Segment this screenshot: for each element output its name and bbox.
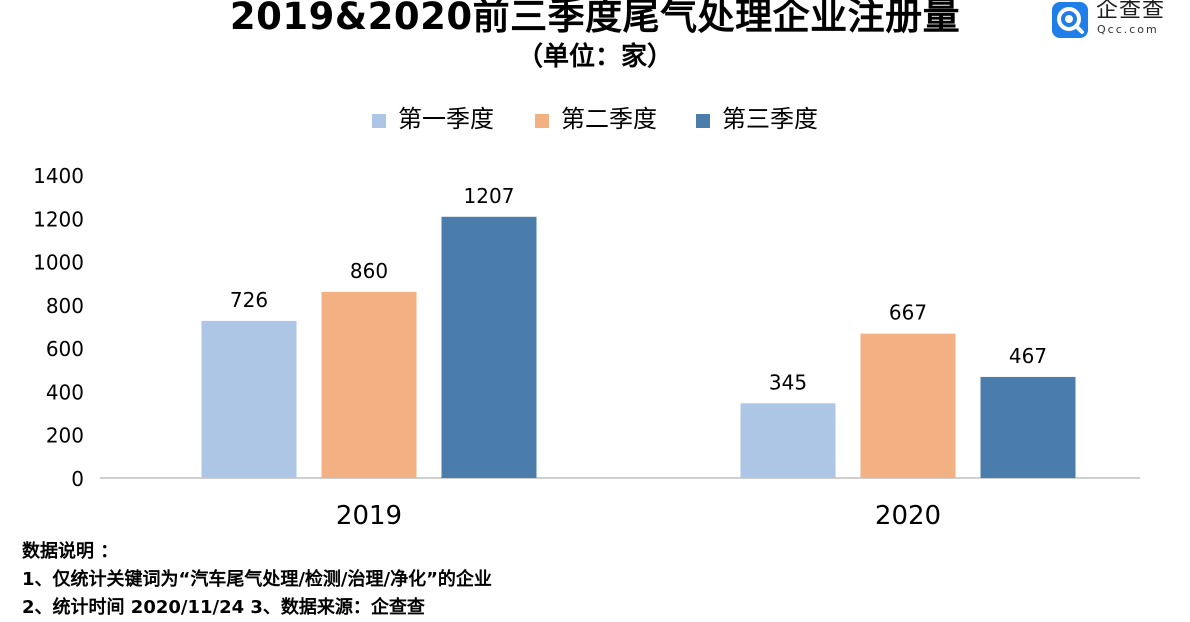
notes-line-1: 1、仅统计关键词为“汽车尾气处理/检测/治理/净化”的企业 [22, 569, 492, 590]
chart-subtitle: （单位：家） [516, 42, 673, 72]
qcc-logo: 企查查 Qcc.com [1052, 0, 1182, 40]
y-tick-label: 200 [46, 424, 84, 448]
bar [740, 403, 836, 478]
data-label: 726 [230, 288, 268, 312]
logo-domain: Qcc.com [1097, 23, 1159, 36]
y-tick-label: 0 [71, 467, 84, 491]
y-tick-label: 800 [46, 294, 84, 318]
legend-label-q3: 第三季度 [722, 105, 818, 133]
y-tick-label: 1400 [33, 164, 84, 188]
legend-label-q2: 第二季度 [561, 105, 657, 133]
legend-swatch-q1 [372, 114, 386, 128]
y-tick-label: 400 [46, 380, 84, 404]
chart-title: 2019&2020前三季度尾气处理企业注册量 [229, 0, 961, 38]
x-category-label: 2020 [875, 501, 941, 531]
data-notes: 数据说明 ： 1、仅统计关键词为“汽车尾气处理/检测/治理/净化”的企业 2、统… [22, 538, 492, 622]
y-tick-label: 1000 [33, 251, 84, 275]
data-label: 667 [889, 301, 927, 325]
data-label: 860 [350, 259, 388, 283]
data-label: 467 [1009, 344, 1047, 368]
x-category-label: 2019 [336, 501, 402, 531]
bar [441, 216, 537, 478]
y-tick-label: 600 [46, 337, 84, 361]
bar [201, 320, 297, 478]
y-tick-label: 1200 [33, 207, 84, 231]
qcc-logo-icon [1052, 2, 1088, 38]
logo-name: 企查查 [1096, 0, 1166, 23]
notes-heading: 数据说明 ： [22, 541, 119, 562]
legend-swatch-q3 [696, 114, 710, 128]
data-label: 345 [769, 370, 807, 394]
data-label: 1207 [464, 184, 515, 208]
bar-chart: 0 200 400 600 800 1000 1200 1400 726 860 1207 2019 3… [33, 164, 1140, 531]
legend-label-q1: 第一季度 [398, 105, 494, 133]
notes-line-2: 2、统计时间 2020/11/24 3、数据来源：企查查 [22, 597, 425, 618]
bar [980, 376, 1076, 478]
bar [321, 291, 417, 478]
bar [860, 333, 956, 478]
legend-swatch-q2 [535, 114, 549, 128]
